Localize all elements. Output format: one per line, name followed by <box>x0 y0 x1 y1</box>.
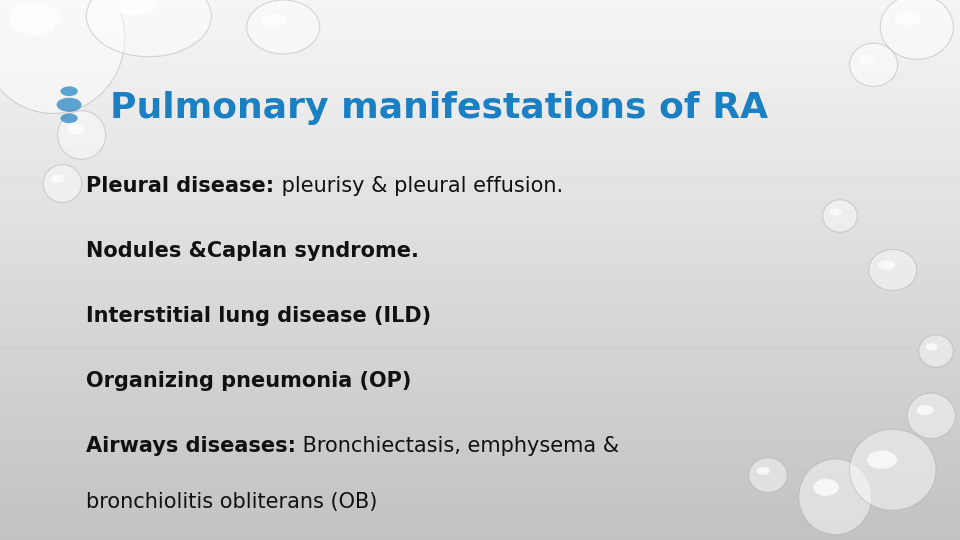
Ellipse shape <box>0 0 125 113</box>
Ellipse shape <box>878 260 895 269</box>
Ellipse shape <box>823 200 857 232</box>
Ellipse shape <box>10 2 60 36</box>
Text: Pulmonary manifestations of RA: Pulmonary manifestations of RA <box>110 91 769 125</box>
Ellipse shape <box>867 450 898 469</box>
Circle shape <box>57 98 82 112</box>
Ellipse shape <box>799 459 872 535</box>
Ellipse shape <box>86 0 211 57</box>
Ellipse shape <box>247 0 320 54</box>
Ellipse shape <box>829 208 842 215</box>
Ellipse shape <box>261 14 287 26</box>
Ellipse shape <box>925 343 938 350</box>
Text: Nodules &Caplan syndrome.: Nodules &Caplan syndrome. <box>86 241 420 261</box>
Ellipse shape <box>919 335 953 367</box>
Ellipse shape <box>880 0 953 59</box>
Ellipse shape <box>869 249 917 291</box>
Text: Pleural disease:: Pleural disease: <box>86 176 275 197</box>
Text: Organizing pneumonia (OP): Organizing pneumonia (OP) <box>86 370 412 391</box>
Ellipse shape <box>907 393 955 438</box>
Ellipse shape <box>850 429 936 510</box>
Ellipse shape <box>917 405 933 415</box>
Ellipse shape <box>813 479 839 496</box>
Ellipse shape <box>67 124 84 134</box>
Ellipse shape <box>43 165 82 202</box>
Text: Interstitial lung disease (ILD): Interstitial lung disease (ILD) <box>86 306 432 326</box>
Ellipse shape <box>111 0 155 15</box>
Ellipse shape <box>895 11 921 26</box>
Ellipse shape <box>859 55 876 64</box>
Ellipse shape <box>850 43 898 86</box>
Ellipse shape <box>756 467 770 475</box>
Text: pleurisy & pleural effusion.: pleurisy & pleural effusion. <box>275 176 563 197</box>
Circle shape <box>60 113 78 123</box>
Circle shape <box>60 86 78 96</box>
Text: Bronchiectasis, emphysema &: Bronchiectasis, emphysema & <box>297 435 619 456</box>
Ellipse shape <box>51 174 64 183</box>
Ellipse shape <box>58 111 106 159</box>
Text: Airways diseases:: Airways diseases: <box>86 435 297 456</box>
Text: bronchiolitis obliterans (OB): bronchiolitis obliterans (OB) <box>86 492 378 512</box>
Ellipse shape <box>749 458 787 492</box>
